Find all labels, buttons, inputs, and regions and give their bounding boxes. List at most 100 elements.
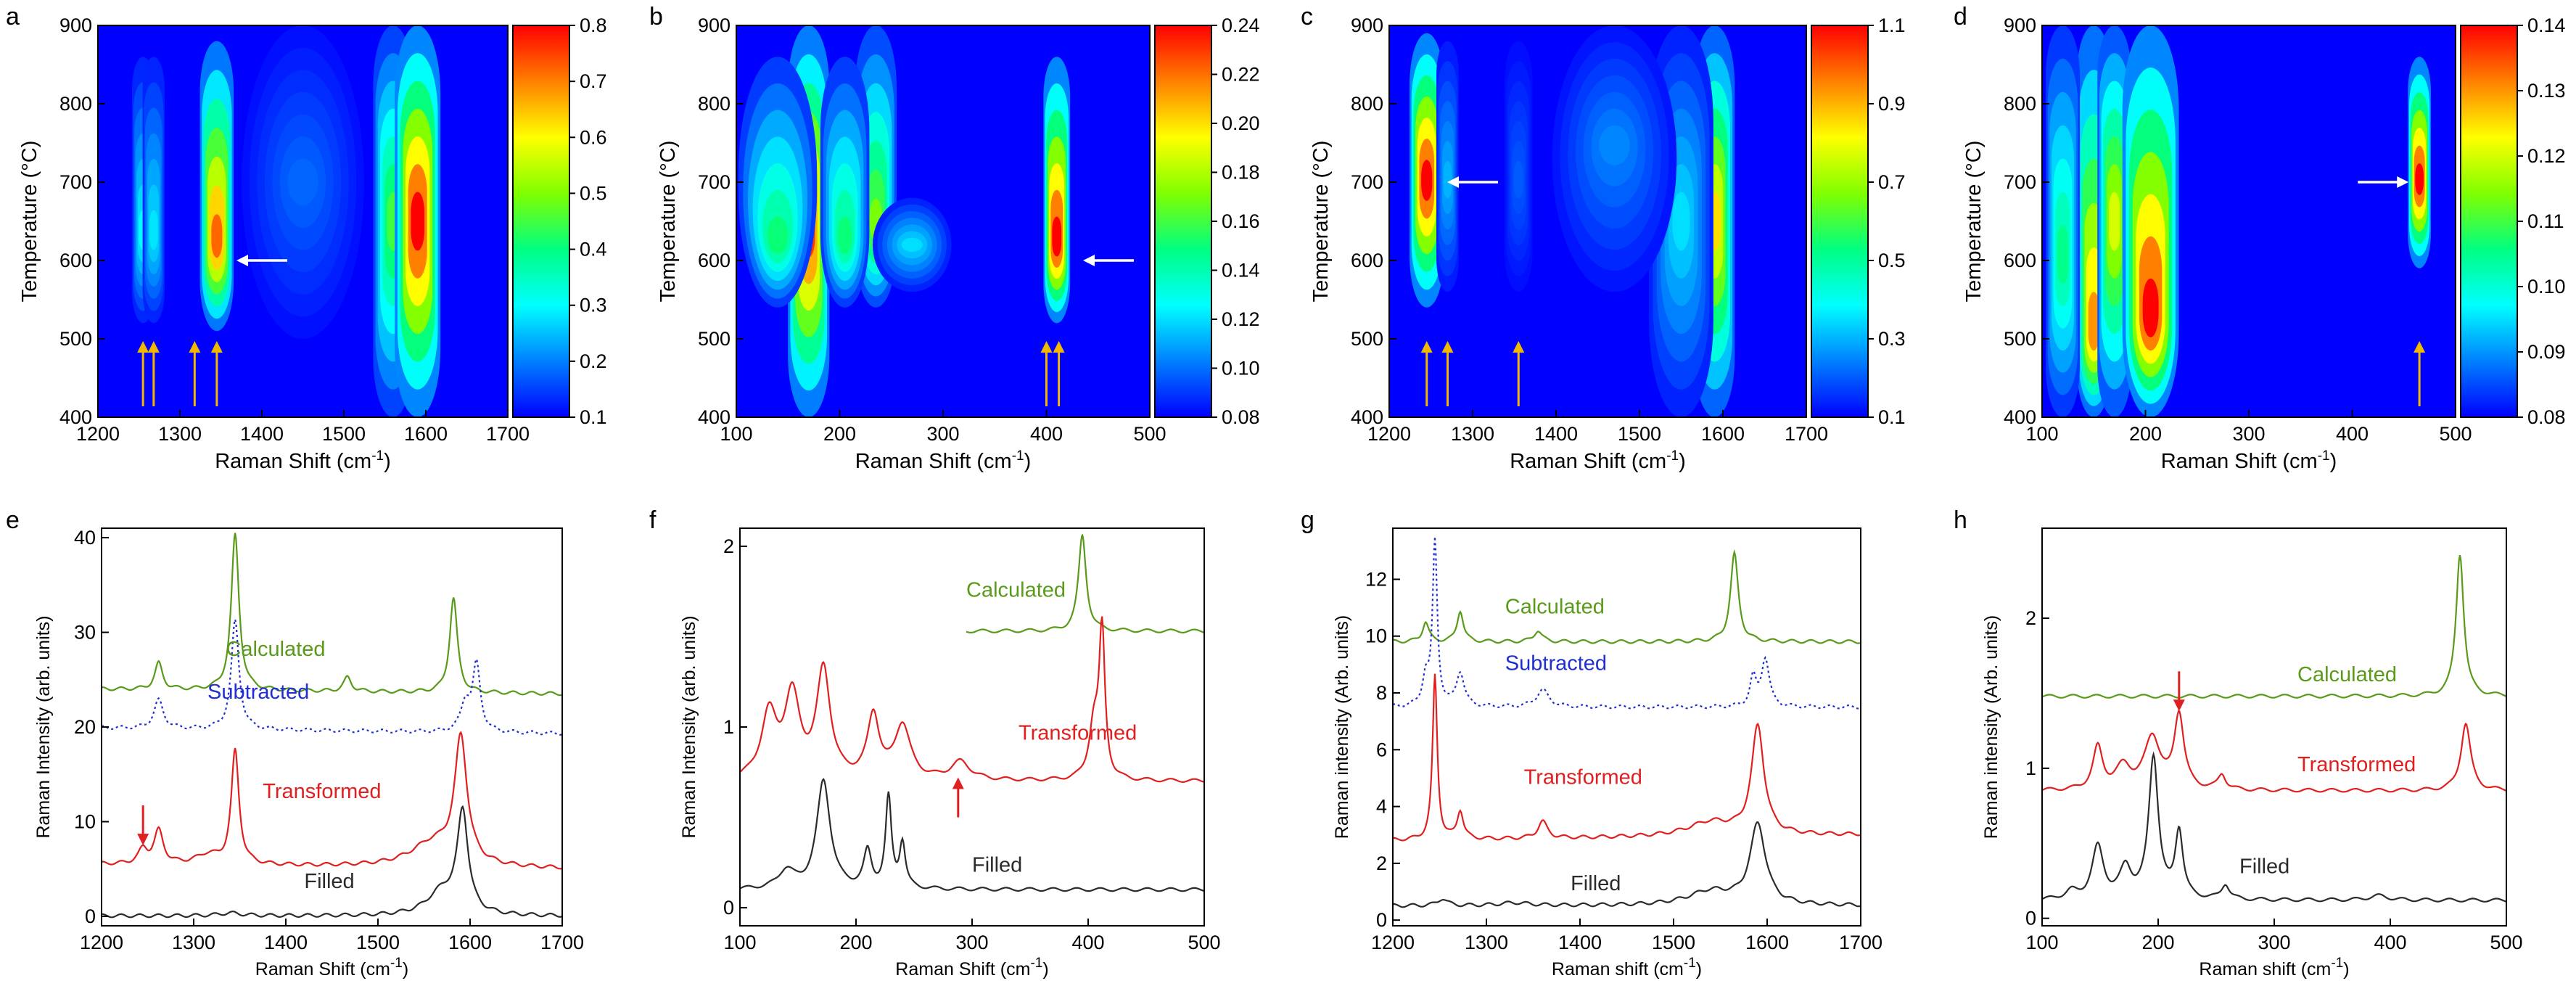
series-line-filled [1393, 821, 1861, 908]
colorbar-tick-label: 0.16 [1222, 210, 1260, 232]
x-tick-label: 1700 [540, 932, 584, 953]
y-axis-label: Raman Intensity (arb. units) [33, 615, 54, 838]
plot-frame [1392, 527, 1861, 927]
spectrum-panel-f: Calculated Transformed Filled 100 200 300 400 5… [649, 506, 1221, 979]
x-tick-label: 400 [2336, 423, 2369, 445]
heatmap-band-layer [2142, 278, 2159, 337]
heatmap-band [2045, 25, 2081, 417]
x-tick-label: 1500 [1652, 932, 1695, 953]
x-axis-label: Raman Shift (cm-1) [1510, 448, 1686, 473]
red-arrow-head [2173, 699, 2185, 712]
series-label-subtracted: Subtracted [1505, 652, 1607, 675]
x-tick-label: 1300 [158, 423, 202, 445]
series-label-calculated: Calculated [1505, 595, 1605, 618]
plot-area [740, 533, 1204, 892]
heatmap-band [142, 57, 165, 324]
colorbar-tick-label: 1.1 [1878, 15, 1906, 36]
x-tick-label: 200 [2129, 423, 2162, 445]
y-tick-label: 400 [698, 406, 731, 428]
y-tick-label: 0 [2025, 908, 2036, 929]
colorbar-tick-label: 0.8 [580, 15, 607, 36]
marker-arrow-head [189, 341, 201, 353]
heatmap-band-layer [2057, 225, 2069, 284]
series-line-subtracted [1393, 536, 1861, 710]
colorbar-gradient [512, 25, 570, 418]
x-tick-label: 1600 [1745, 932, 1789, 953]
x-tick-label: 200 [823, 423, 856, 445]
heatmap-field [1389, 25, 1806, 417]
y-axis-label: Raman intensity (Arb. units) [1981, 615, 2001, 839]
y-axis-label: Raman Intensity (arb. units) [679, 615, 699, 838]
plot-area [102, 533, 562, 919]
x-tick-label: 1400 [1558, 932, 1602, 953]
colorbar-tick-label: 0.4 [580, 239, 607, 260]
y-tick-label: 0 [1376, 909, 1387, 931]
heatmap-band [1410, 33, 1444, 308]
panel-letter: e [6, 506, 20, 534]
x-tick-label: 300 [2258, 932, 2290, 953]
heatmap-band-layer [287, 158, 318, 206]
colorbar-tick-label: 0.1 [1878, 406, 1906, 428]
x-tick-label: 1200 [1371, 932, 1415, 953]
y-tick-label: 800 [698, 93, 731, 115]
colorbar-tick-label: 0.09 [2527, 341, 2566, 363]
colorbar-tick-label: 0.10 [1222, 358, 1260, 379]
x-tick-label: 1200 [80, 932, 123, 953]
panel-letter: a [6, 3, 20, 30]
y-tick-label: 700 [59, 171, 92, 193]
colorbar-tick-label: 0.14 [1222, 260, 1260, 282]
series-line-filled [102, 805, 562, 919]
heatmap-band-layer [2088, 292, 2099, 351]
x-axis-label: Raman Shift (cm-1) [895, 956, 1048, 979]
heatmap-panel-c: 1200 1300 1400 1500 1600 1700 400 500 600 700 800 9… [1301, 3, 1906, 473]
heatmap-band [820, 57, 870, 308]
heatmap-field [736, 25, 1150, 417]
white-arrow-head [1447, 176, 1459, 188]
series-label-transformed: Transformed [263, 780, 381, 803]
series-line-calculated [966, 533, 1204, 633]
x-tick-label: 500 [2490, 932, 2522, 953]
series-line-filled [740, 778, 1204, 892]
heatmap-band [1043, 57, 1071, 324]
heatmap-band [738, 57, 818, 308]
y-tick-label: 800 [2004, 93, 2036, 115]
plot-frame [101, 527, 563, 927]
heatmap-band-layer [1513, 160, 1523, 199]
y-tick-label: 2 [2025, 607, 2036, 629]
heatmap-band [2408, 57, 2431, 268]
heatmap-band-layer [1672, 192, 1690, 251]
series-label-calculated: Calculated [2297, 663, 2397, 686]
heatmap-band-layer [149, 210, 158, 250]
heatmap-band-layer [767, 216, 789, 255]
y-tick-label: 1 [723, 716, 734, 738]
x-tick-label: 500 [2439, 423, 2472, 445]
heatmap-band-layer [211, 214, 223, 258]
y-tick-label: 700 [2004, 171, 2036, 193]
y-tick-label: 700 [1351, 171, 1383, 193]
heatmap-band [242, 25, 364, 339]
marker-arrow-head [1441, 341, 1454, 353]
colorbar-tick-label: 0.12 [1222, 308, 1260, 330]
heatmap-band-layer [411, 192, 425, 251]
colorbar-tick-label: 0.18 [1222, 162, 1260, 184]
series-label-transformed: Transformed [2297, 753, 2416, 776]
plot-area [2042, 555, 2506, 903]
y-tick-label: 900 [1351, 15, 1383, 36]
heatmap-panel-a: 1200 1300 1400 1500 1600 1700 400 500 600 700 800 9… [6, 3, 607, 473]
heatmap-band-layer [1421, 160, 1433, 201]
x-tick-label: 1600 [404, 423, 448, 445]
plot-frame [1388, 25, 1807, 418]
heatmap-band-layer [901, 237, 923, 252]
colorbar-gradient [1811, 25, 1869, 418]
y-tick-label: 6 [1376, 739, 1387, 760]
x-tick-label: 300 [2232, 423, 2265, 445]
colorbar-tick-label: 0.5 [1878, 250, 1906, 271]
colorbar-tick-label: 0.20 [1222, 112, 1260, 134]
colorbar-gradient [2460, 25, 2518, 418]
marker-arrow-head [137, 341, 149, 353]
series-label-filled: Filled [1571, 872, 1621, 895]
marker-arrow-head [210, 341, 223, 353]
y-tick-label: 12 [1365, 568, 1387, 590]
x-tick-label: 1400 [1534, 423, 1578, 445]
x-tick-label: 1200 [76, 423, 120, 445]
